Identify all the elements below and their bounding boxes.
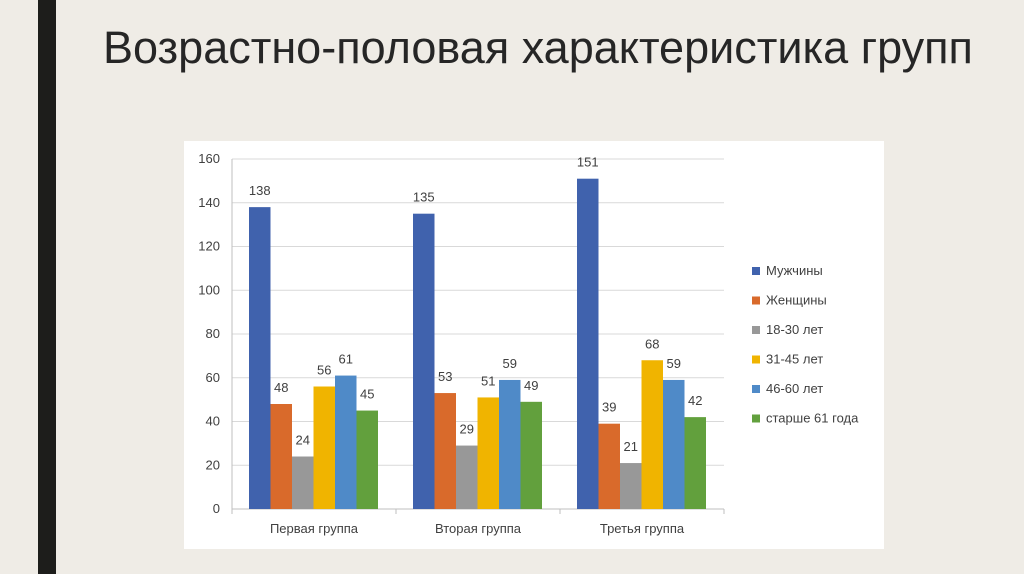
legend-label: старше 61 года: [766, 411, 859, 426]
y-tick-label: 60: [206, 370, 220, 385]
chart-panel: 0 20 40 60 80 100 120 140 160 Первая группа Вторая…: [184, 141, 884, 549]
x-category-label: Вторая группа: [435, 521, 522, 536]
bar: [356, 410, 378, 509]
legend-swatch: [752, 414, 760, 423]
data-label: 68: [645, 336, 659, 351]
legend-label: 18-30 лет: [766, 322, 823, 337]
data-label: 45: [360, 387, 374, 402]
data-label: 135: [413, 190, 435, 205]
bar: [270, 404, 292, 509]
legend-label: 46-60 лет: [766, 381, 823, 396]
legend-swatch: [752, 267, 760, 275]
bar: [577, 178, 599, 509]
x-category-label: Первая группа: [270, 521, 359, 536]
data-label: 49: [524, 378, 538, 393]
legend-swatch: [752, 296, 760, 305]
data-label: 24: [296, 433, 310, 448]
data-label: 59: [667, 356, 681, 371]
y-tick-label: 20: [206, 457, 220, 472]
data-label: 59: [503, 356, 517, 371]
bar: [684, 417, 706, 509]
data-label: 42: [688, 393, 702, 408]
bar: [663, 379, 685, 509]
y-tick-label: 0: [213, 501, 220, 516]
data-label: 56: [317, 363, 331, 378]
bar-chart: 0 20 40 60 80 100 120 140 160 Первая группа Вторая…: [198, 151, 859, 536]
legend-swatch: [752, 355, 760, 364]
y-tick-label: 160: [198, 151, 220, 166]
bar: [598, 423, 620, 509]
legend-swatch: [752, 326, 760, 334]
y-tick-label: 100: [198, 282, 220, 297]
y-tick-label: 40: [206, 414, 220, 429]
bar: [477, 397, 499, 509]
bar: [520, 401, 542, 509]
legend-label: Мужчины: [766, 263, 823, 278]
legend-label: Женщины: [766, 293, 827, 308]
data-label: 53: [438, 369, 452, 384]
legend-label: 31-45 лет: [766, 352, 823, 367]
bar: [292, 456, 314, 509]
bars: [249, 178, 706, 509]
slide-side-bar: [38, 0, 56, 574]
bar: [434, 393, 456, 509]
data-label: 39: [602, 400, 616, 415]
data-label: 151: [577, 155, 599, 170]
bar: [456, 445, 478, 509]
data-label: 29: [460, 422, 474, 437]
data-labels: 138 48 24 56 61 45 135 53 29 51 59 49 151 39 21 68 59 42: [249, 155, 703, 454]
slide-title: Возрастно-половая характеристика групп: [103, 22, 973, 73]
bar: [641, 360, 663, 509]
bar: [313, 386, 335, 509]
legend-swatch: [752, 385, 760, 393]
bar: [499, 379, 521, 509]
bar: [620, 463, 642, 509]
bar: [413, 213, 435, 509]
data-label: 21: [624, 439, 638, 454]
legend: Мужчины Женщины 18-30 лет 31-45 лет 46-60 ле…: [752, 263, 859, 426]
data-label: 61: [339, 352, 353, 367]
data-label: 138: [249, 183, 271, 198]
bar: [335, 375, 357, 509]
x-category-label: Третья группа: [600, 521, 685, 536]
data-label: 48: [274, 380, 288, 395]
y-tick-label: 120: [198, 239, 220, 254]
bar: [249, 207, 271, 509]
y-tick-label: 80: [206, 326, 220, 341]
data-label: 51: [481, 373, 495, 388]
y-tick-label: 140: [198, 195, 220, 210]
